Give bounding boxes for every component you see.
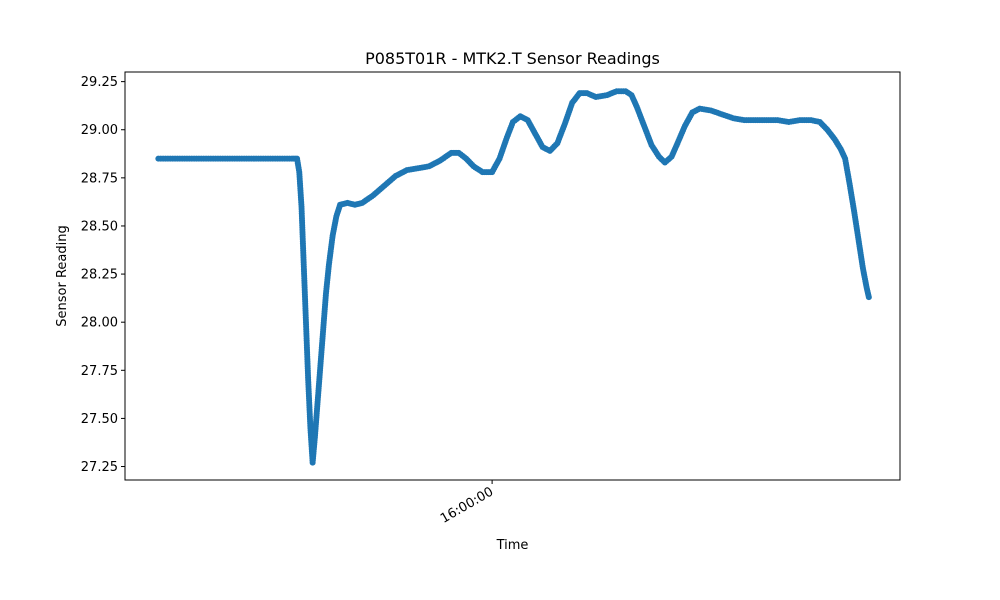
y-axis-title: Sensor Reading	[55, 225, 70, 326]
y-tick-label: 29.00	[81, 123, 118, 138]
y-tick-label: 28.00	[81, 316, 118, 331]
y-tick-label: 27.25	[81, 460, 118, 475]
y-tick-label: 27.50	[81, 412, 118, 427]
chart-title: P085T01R - MTK2.T Sensor Readings	[365, 49, 660, 68]
y-tick-label: 29.25	[81, 75, 118, 90]
y-tick-label: 28.50	[81, 219, 118, 234]
y-tick-label: 27.75	[81, 364, 118, 379]
x-axis-title: Time	[496, 538, 529, 553]
data-points	[155, 88, 872, 466]
y-axis: 27.25 27.50 27.75 28.00 28.25 28.50 28.75 29.00…	[81, 75, 125, 475]
y-tick-label: 28.25	[81, 268, 118, 283]
data-point	[865, 294, 872, 301]
plot-frame	[124, 71, 901, 481]
y-tick-label: 28.75	[81, 171, 118, 186]
